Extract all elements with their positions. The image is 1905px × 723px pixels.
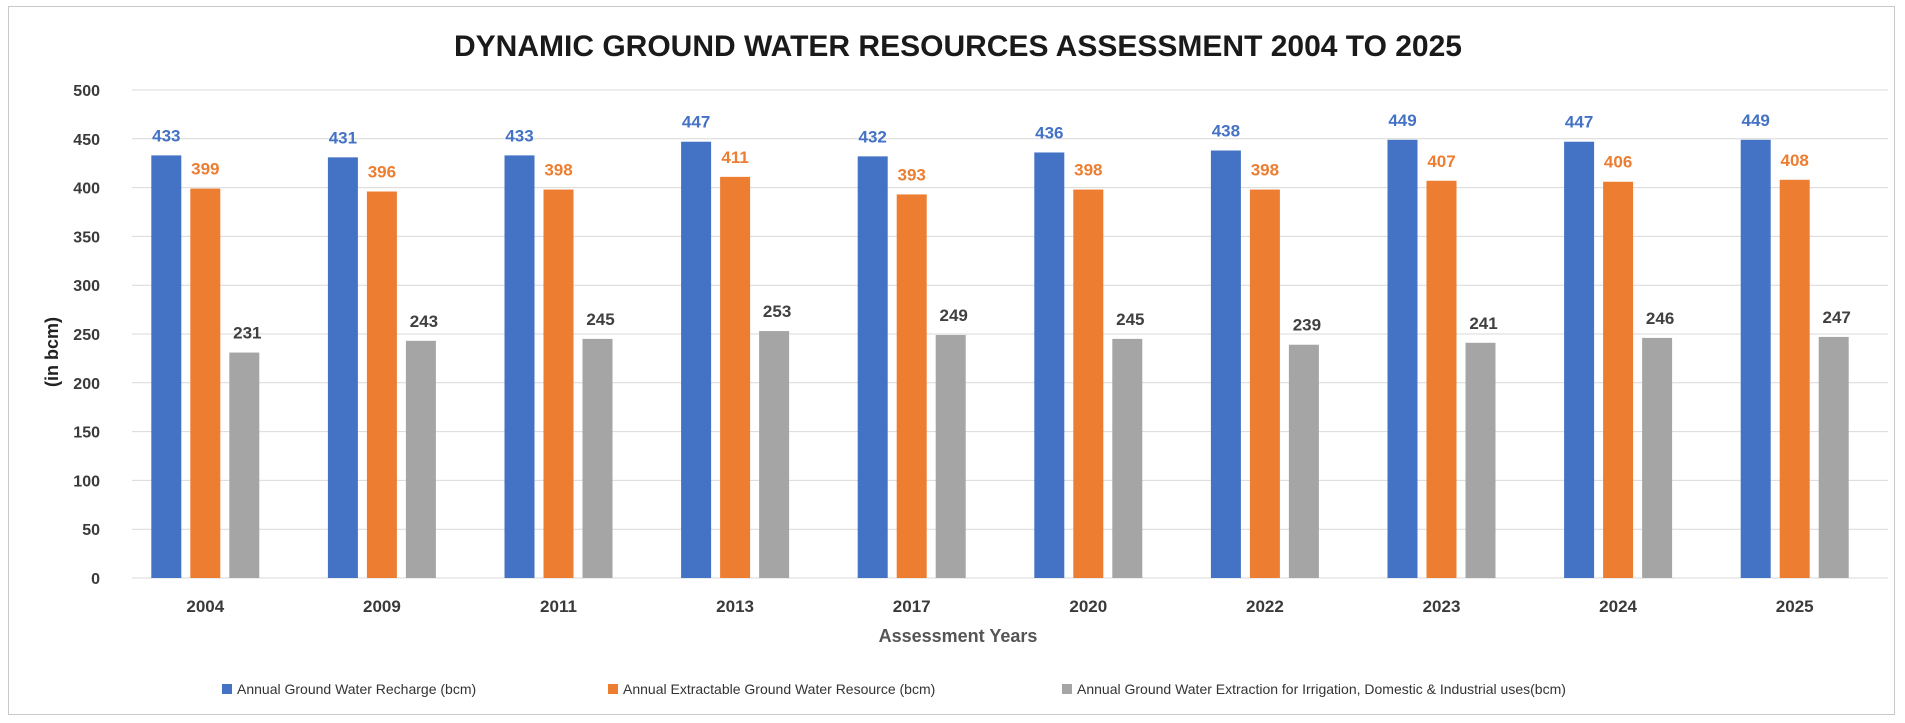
y-tick-label: 300 [73, 278, 100, 295]
y-tick-label: 0 [91, 571, 100, 588]
bars [151, 139, 1849, 579]
y-axis-ticks: 0 50 100 150 200 250 300 350 400 450 500 [73, 83, 100, 588]
bar [1818, 336, 1849, 578]
data-label: 398 [1251, 161, 1279, 180]
data-label: 432 [859, 127, 887, 146]
x-tick-label: 2017 [893, 597, 931, 616]
data-label: 253 [763, 302, 791, 321]
data-label: 407 [1427, 152, 1455, 171]
bar [190, 188, 221, 579]
bar [1210, 150, 1241, 578]
data-label: 249 [940, 306, 968, 325]
data-label: 399 [191, 160, 219, 179]
data-label: 396 [368, 163, 396, 182]
data-label: 245 [586, 310, 614, 329]
bar [759, 331, 790, 578]
data-label: 449 [1742, 111, 1770, 130]
data-label: 393 [898, 165, 926, 184]
x-tick-label: 2013 [716, 597, 754, 616]
data-label: 433 [505, 126, 533, 145]
x-tick-label: 2009 [363, 597, 401, 616]
legend: Annual Ground Water Recharge (bcm) Annual… [222, 681, 1566, 697]
bar [366, 191, 397, 578]
data-label: 231 [233, 324, 261, 343]
bar [1740, 139, 1771, 578]
x-tick-label: 2024 [1599, 597, 1637, 616]
bar [720, 176, 751, 578]
data-label: 436 [1035, 123, 1063, 142]
y-tick-label: 400 [73, 181, 100, 198]
data-label: 447 [682, 113, 710, 132]
x-tick-label: 2004 [186, 597, 224, 616]
legend-swatch [222, 684, 232, 694]
bar [229, 352, 260, 578]
data-label: 243 [410, 312, 438, 331]
legend-label: Annual Ground Water Recharge (bcm) [237, 681, 476, 697]
data-label: 239 [1293, 316, 1321, 335]
x-tick-label: 2023 [1423, 597, 1461, 616]
y-tick-label: 500 [73, 83, 100, 100]
bar [1603, 181, 1634, 578]
data-label: 398 [1074, 161, 1102, 180]
y-tick-label: 200 [73, 376, 100, 393]
bar [1112, 338, 1143, 578]
x-tick-label: 2025 [1776, 597, 1814, 616]
data-label: 438 [1212, 122, 1240, 141]
bar [1073, 189, 1104, 578]
y-tick-label: 350 [73, 229, 100, 246]
data-label: 431 [329, 128, 357, 147]
bar [1465, 342, 1496, 578]
data-label: 406 [1604, 153, 1632, 172]
bar [1564, 141, 1595, 578]
legend-swatch [1062, 684, 1072, 694]
bar [327, 157, 358, 578]
legend-label: Annual Ground Water Extraction for Irrig… [1077, 681, 1566, 697]
bar [935, 334, 966, 578]
x-tick-label: 2020 [1069, 597, 1107, 616]
bar [857, 156, 888, 579]
bar [1288, 344, 1319, 578]
data-label: 447 [1565, 113, 1593, 132]
data-label: 408 [1781, 151, 1809, 170]
bar [1387, 139, 1418, 578]
y-tick-label: 100 [73, 473, 100, 490]
bar [582, 338, 613, 578]
data-label: 247 [1823, 308, 1851, 327]
bar [1426, 180, 1457, 578]
legend-label: Annual Extractable Ground Water Resource… [623, 681, 935, 697]
x-axis-title: Assessment Years [879, 626, 1038, 646]
data-label: 245 [1116, 310, 1144, 329]
bar [1779, 179, 1810, 579]
y-tick-label: 450 [73, 132, 100, 149]
bar [543, 189, 574, 578]
bar [504, 155, 535, 578]
x-tick-label: 2011 [540, 597, 577, 616]
bar [405, 340, 436, 578]
x-axis-ticks: 2004 2009 2011 2013 2017 2020 2022 2023 2024 2025 [186, 597, 1813, 616]
bar [896, 194, 927, 578]
x-tick-label: 2022 [1246, 597, 1284, 616]
bar [1249, 189, 1280, 578]
y-tick-label: 150 [73, 425, 100, 442]
bar [1642, 337, 1673, 578]
y-axis-title: (in bcm) [42, 317, 62, 387]
data-label: 398 [544, 161, 572, 180]
chart-title: DYNAMIC GROUND WATER RESOURCES ASSESSMEN… [454, 30, 1462, 63]
data-label: 411 [721, 148, 748, 167]
y-tick-label: 50 [82, 522, 100, 539]
data-label: 433 [152, 126, 180, 145]
data-label: 241 [1469, 314, 1497, 333]
bar [151, 155, 182, 578]
bar [1034, 152, 1065, 579]
y-tick-label: 250 [73, 327, 100, 344]
bar [681, 141, 712, 578]
data-labels: 433 399 231 431 396 243 433 398 245 447 411 253 432 3… [152, 111, 1851, 343]
legend-swatch [608, 684, 618, 694]
data-label: 449 [1388, 111, 1416, 130]
data-label: 246 [1646, 309, 1674, 328]
